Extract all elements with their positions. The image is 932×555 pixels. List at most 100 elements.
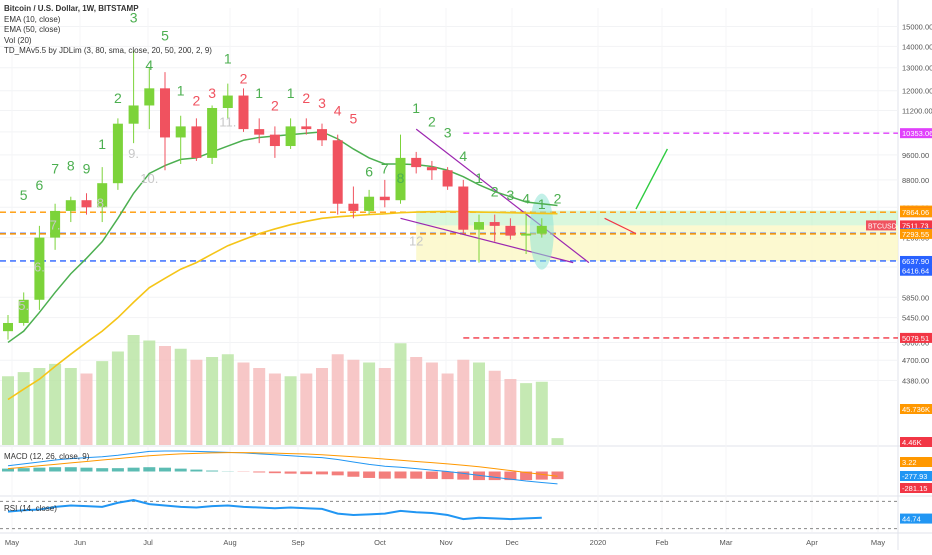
td-count-label: 2: [114, 90, 122, 106]
y-tick-label: 8800.00: [902, 176, 929, 185]
candle-body: [223, 96, 233, 108]
td-count-label: 6.: [34, 259, 45, 274]
candle-body: [113, 124, 123, 183]
td-count-label: 8.: [97, 195, 108, 210]
candles: [3, 51, 547, 340]
vol-ma-text: 45.736K: [902, 405, 930, 414]
y-tick-label: 9600.00: [902, 151, 929, 160]
legend-ema50: EMA (50, close): [4, 25, 212, 36]
y-tick-label: 12000.00: [902, 87, 932, 96]
td-count-label: 1: [224, 50, 232, 66]
candle-body: [427, 167, 437, 170]
volume-bar: [18, 372, 30, 445]
macd-hist-bar: [2, 469, 14, 472]
candle-body: [239, 96, 249, 130]
x-tick-label: Jul: [143, 538, 153, 547]
volume-bar: [222, 354, 234, 445]
macd-hist-bar: [285, 472, 297, 474]
volume-bar: [520, 383, 532, 445]
td-count-label: 3: [507, 187, 515, 203]
td-count-label: 7: [381, 160, 389, 176]
macd-hist-bar: [65, 467, 77, 471]
volume-bar: [175, 349, 187, 445]
td-count-label: 4: [459, 148, 467, 164]
rsi-pane-label: RSI (14, close): [4, 504, 57, 513]
td-count-label: 10.: [140, 171, 158, 186]
macd-hist-bar: [379, 472, 391, 479]
price-level-text: 5079.51: [902, 334, 929, 343]
macd-hist-bar: [269, 472, 281, 474]
macd-hist-bar: [489, 472, 501, 481]
macd-hist-bar: [426, 472, 438, 479]
legend-ema10: EMA (10, close): [4, 15, 212, 26]
y-tick-label: 5450.00: [902, 314, 929, 323]
y-tick-label: 14000.00: [902, 42, 932, 51]
macd-hist-bar: [175, 469, 187, 472]
price-level-text: 6416.64: [902, 267, 929, 276]
td-count-label: 3: [444, 124, 452, 140]
td-count-label: 2: [302, 90, 310, 106]
volume-bar: [504, 379, 516, 445]
td-count-label: 2: [491, 184, 499, 200]
td-count-label: 5.: [18, 298, 29, 313]
macd-value-text: 3.22: [902, 458, 917, 467]
macd-value-text: -281.15: [902, 484, 927, 493]
macd-hist-bar: [96, 468, 108, 471]
volume-bar: [253, 368, 265, 445]
candle-body: [254, 129, 264, 135]
volume-bar: [442, 374, 454, 446]
candle-body: [537, 226, 547, 234]
x-tick-label: Jun: [74, 538, 86, 547]
candle-body: [144, 88, 154, 105]
td-count-label: 1: [475, 170, 483, 186]
macd-hist-bar: [395, 472, 407, 479]
td-count-label: 8: [67, 157, 75, 173]
price-level-text: 7293.55: [902, 230, 929, 239]
volume-bar: [489, 371, 501, 445]
volume-bar: [332, 354, 344, 445]
candle-body: [160, 88, 170, 137]
td-count-label: 6: [36, 177, 44, 193]
td-count-label: 1: [538, 196, 546, 212]
td-count-label: 1: [177, 83, 185, 99]
volume-bar: [96, 361, 108, 445]
td-count-label: 1: [287, 85, 295, 101]
volume-bar: [190, 360, 202, 445]
macd-hist-bar: [442, 472, 454, 480]
volume-bars: [2, 335, 564, 445]
macd-hist-bar: [112, 468, 124, 471]
macd-pane: 3.22-277.93-281.15: [2, 451, 932, 493]
volume-bar: [143, 341, 155, 446]
price-level-text: 6637.90: [902, 257, 929, 266]
td-count-label: 2: [271, 98, 279, 114]
td-count-label: 7.: [50, 218, 61, 233]
macd-hist-bar: [190, 470, 202, 472]
candle-body: [317, 129, 327, 140]
td-count-label: 2: [554, 191, 562, 207]
rsi-value-text: 44.74: [902, 515, 921, 524]
price-level-text: 10353.06: [902, 129, 932, 138]
volume-bar: [206, 357, 218, 445]
macd-hist-bar: [18, 468, 30, 471]
yellow-zone: [416, 225, 898, 261]
td-count-label: 5: [350, 111, 358, 127]
candle-body: [490, 222, 500, 226]
volume-bar: [457, 360, 469, 445]
macd-hist-bar: [300, 472, 312, 475]
macd-hist-bar: [253, 472, 265, 473]
volume-bar: [395, 343, 407, 445]
candle-body: [3, 323, 13, 331]
macd-hist-bar: [143, 467, 155, 471]
td-count-label: 12: [409, 234, 423, 249]
td-count-label: 8: [397, 170, 405, 186]
td-count-label: 3: [208, 85, 216, 101]
volume-bar: [65, 368, 77, 445]
td-count-label: 1: [412, 100, 420, 116]
macd-hist-bar: [206, 471, 218, 472]
volume-bar: [285, 376, 297, 445]
chart-legend: Bitcoin / U.S. Dollar, 1W, BITSTAMP EMA …: [4, 4, 212, 57]
macd-hist-bar: [159, 468, 171, 472]
x-tick-label: May: [871, 538, 885, 547]
